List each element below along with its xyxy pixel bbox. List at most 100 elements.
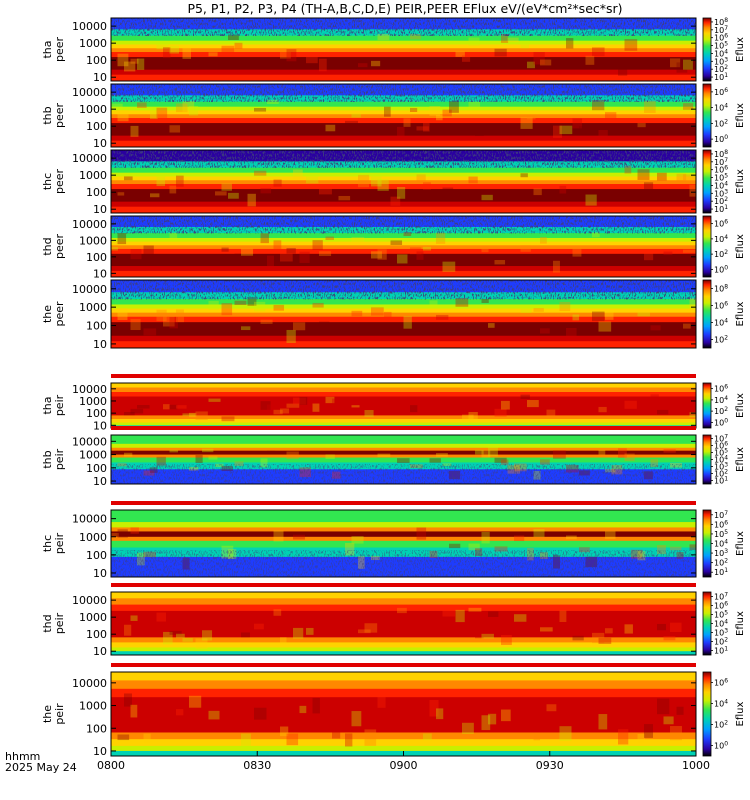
- colorbar-tick-label: 104: [714, 48, 728, 58]
- colorbar-label: Eflux: [735, 103, 746, 128]
- panel-thc-peir: 10 100 1000 10000 thcpeir 1011021031041051061…: [41, 501, 746, 580]
- colorbar-tick-label: 102: [714, 720, 728, 730]
- separator-bar: [111, 501, 696, 505]
- colorbar-tick-label: 108: [714, 17, 728, 27]
- colorbar-tick-label: 106: [714, 87, 728, 97]
- y-tick-label: 10000: [72, 218, 107, 231]
- colorbar-tick-label: 106: [714, 384, 728, 394]
- colorbar-tick-label: 106: [714, 678, 728, 688]
- spectrogram-image: [111, 18, 696, 81]
- colorbar-tick-label: 103: [714, 628, 728, 638]
- y-tick-label: 1000: [79, 531, 107, 544]
- spectrogram-image: [111, 280, 696, 348]
- y-tick-label: 10000: [72, 594, 107, 607]
- x-tick-label: 0930: [536, 759, 564, 772]
- panel-frame: [110, 279, 697, 349]
- y-axis-label: thbpeir: [41, 448, 66, 470]
- colorbar-tick-label: 103: [714, 548, 728, 558]
- y-tick-label: 100: [86, 251, 107, 264]
- colorbar-label: Eflux: [735, 234, 746, 259]
- y-tick-label: 100: [86, 407, 107, 420]
- colorbar-tick-label: 102: [714, 558, 728, 568]
- y-tick-label: 1000: [79, 700, 107, 713]
- colorbar-tick-label: 108: [714, 284, 728, 294]
- panel-frame: [110, 17, 697, 82]
- spectrogram-image: [111, 510, 696, 577]
- colorbar-tick-label: 103: [714, 56, 728, 66]
- colorbar-tick-label: 104: [714, 619, 728, 629]
- colorbar-tick-label: 105: [714, 610, 728, 620]
- y-tick-label: 10000: [72, 513, 107, 526]
- panel-thc-peer: 10100100010000thcpeer1011021031041051061…: [41, 149, 746, 216]
- spectrogram-image: [111, 216, 696, 277]
- y-tick-label: 10: [93, 645, 107, 658]
- panel-frame: [110, 434, 697, 485]
- x-tick-label: 0830: [243, 759, 271, 772]
- y-tick-label: 100: [86, 320, 107, 333]
- colorbar-tick-label: 106: [714, 519, 728, 529]
- separator-bar: [111, 426, 696, 430]
- colorbar-tick-label: 106: [714, 441, 728, 451]
- y-tick-label: 100: [86, 549, 107, 562]
- spectrogram-image: [111, 672, 696, 756]
- y-tick-label: 10: [93, 419, 107, 432]
- panel-the-peer: 10 100 1000 10000 thepeer 102 104 106 108 Eflux: [41, 279, 746, 351]
- y-tick-label: 10000: [72, 677, 107, 690]
- y-tick-label: 1000: [79, 37, 107, 50]
- colorbar-label: Eflux: [735, 37, 746, 62]
- panel-frame: [110, 591, 697, 656]
- panel-stack: 10100100010000thapeer1011021031041051061…: [41, 17, 746, 758]
- colorbar-tick-label: 100: [714, 264, 728, 274]
- colorbar-tick-label: 103: [714, 188, 728, 198]
- y-tick-label: 1000: [79, 169, 107, 182]
- y-tick-label: 10: [93, 567, 107, 580]
- panel-thb-peer: 10 100 1000 10000 thbpeer 100 102 104 106 Eflux: [41, 83, 746, 150]
- spectrogram-image: [111, 150, 696, 213]
- y-tick-label: 10000: [72, 383, 107, 396]
- colorbar-tick-label: 104: [714, 455, 728, 465]
- y-axis-label: thcpeer: [41, 169, 66, 195]
- spectrogram-image: [111, 84, 696, 147]
- y-axis-label: thapeir: [41, 394, 66, 416]
- x-tick-label: 0800: [97, 759, 125, 772]
- y-tick-label: 10: [93, 338, 107, 351]
- colorbar-tick-label: 102: [714, 118, 728, 128]
- x-tick-labels: 0800 0830 0900 0930 1000: [97, 751, 710, 772]
- colorbar-label: Eflux: [735, 611, 746, 636]
- separator-bar: [111, 663, 696, 667]
- colorbar-tick-label: 102: [714, 335, 728, 345]
- colorbar-label: Eflux: [735, 393, 746, 418]
- colorbar-tick-label: 108: [714, 149, 728, 159]
- colorbar-tick-label: 100: [714, 741, 728, 751]
- x-axis-label-hhmm: hhmm: [5, 750, 40, 763]
- panel-frame: [110, 509, 697, 578]
- colorbar-tick-label: 101: [714, 646, 728, 656]
- y-tick-label: 10: [93, 745, 107, 758]
- panel-the-peir: 10 100 1000 10000 thepeir 100 102 104 106 Eflux: [41, 663, 746, 758]
- y-tick-label: 10: [93, 475, 107, 488]
- colorbar-tick-label: 104: [714, 699, 728, 709]
- colorbar-tick-label: 104: [714, 180, 728, 190]
- y-tick-label: 10: [93, 137, 107, 150]
- y-tick-label: 100: [86, 628, 107, 641]
- y-tick-label: 10000: [72, 20, 107, 33]
- colorbar-tick-label: 102: [714, 637, 728, 647]
- y-tick-label: 1000: [79, 611, 107, 624]
- colorbar-tick-label: 100: [714, 134, 728, 144]
- colorbar-tick-label: 102: [714, 196, 728, 206]
- colorbar: 102 104 106 108 Eflux: [702, 279, 746, 349]
- spectrogram-image: [111, 435, 696, 484]
- y-tick-label: 10: [93, 203, 107, 216]
- colorbar-tick-label: 104: [714, 103, 728, 113]
- x-tick-label: 0900: [390, 759, 418, 772]
- y-tick-label: 1000: [79, 234, 107, 247]
- y-tick-label: 100: [86, 120, 107, 133]
